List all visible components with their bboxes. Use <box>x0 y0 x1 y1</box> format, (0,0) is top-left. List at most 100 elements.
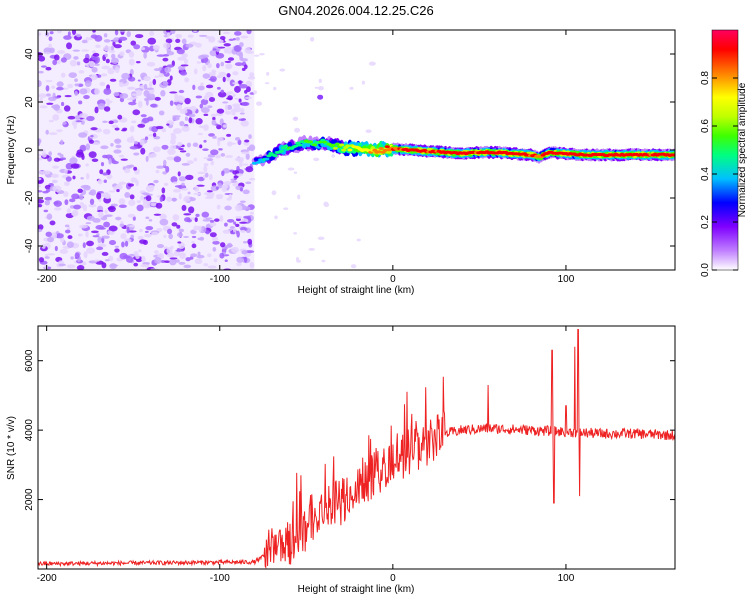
noise-blob <box>206 158 214 162</box>
noise-blob <box>127 76 136 82</box>
noise-blob <box>183 235 189 238</box>
noise-blob <box>197 251 201 256</box>
noise-blob <box>169 75 173 81</box>
noise-blob <box>125 165 133 169</box>
noise-blob <box>71 193 80 200</box>
noise-blob <box>91 66 98 73</box>
noise-blob <box>128 51 135 58</box>
noise-blob <box>145 87 154 90</box>
noise-blob <box>210 149 219 156</box>
noise-blob <box>198 34 208 37</box>
noise-blob <box>101 251 109 256</box>
frequency-ridge <box>251 94 675 167</box>
noise-blob <box>92 50 96 54</box>
noise-blob <box>125 256 134 263</box>
noise-blob <box>75 120 83 123</box>
noise-blob <box>167 228 173 235</box>
noise-blob <box>232 93 236 98</box>
noise-blob <box>102 154 108 159</box>
noise-blob <box>240 120 249 127</box>
noise-blob <box>216 204 221 210</box>
noise-blob <box>38 224 44 231</box>
noise-blob <box>283 207 289 211</box>
noise-blob <box>75 151 85 158</box>
ridge-segment <box>384 145 390 149</box>
noise-blob <box>108 158 112 165</box>
noise-blob <box>124 192 131 198</box>
noise-blob <box>38 70 44 74</box>
noise-blob <box>210 113 217 117</box>
noise-blob <box>246 30 252 35</box>
noise-blob <box>69 198 76 203</box>
noise-blob <box>63 105 71 112</box>
noise-blob <box>183 58 189 65</box>
noise-blob <box>178 193 182 200</box>
noise-blob <box>152 78 157 86</box>
noise-blob <box>226 63 232 69</box>
noise-blob <box>180 64 189 67</box>
ridge-segment <box>345 144 351 148</box>
noise-blob <box>227 95 233 101</box>
noise-blob <box>104 53 108 58</box>
noise-blob <box>79 113 88 119</box>
noise-blob <box>153 213 162 216</box>
noise-blob <box>101 65 111 70</box>
noise-blob <box>118 154 125 158</box>
noise-blob <box>85 172 90 180</box>
noise-blob <box>79 224 88 229</box>
noise-blob <box>119 93 129 99</box>
noise-blob <box>86 115 95 122</box>
noise-blob <box>169 91 178 94</box>
noise-blob <box>88 191 94 195</box>
ridge-segment <box>330 144 336 148</box>
noise-blob <box>91 158 99 162</box>
ridge-segment <box>332 146 338 150</box>
noise-blob <box>293 171 298 174</box>
noise-blob <box>126 137 135 143</box>
noise-blob <box>206 190 213 193</box>
noise-blob <box>57 152 62 156</box>
noise-blob <box>133 262 139 267</box>
noise-blob <box>216 124 222 130</box>
noise-blob <box>248 144 256 152</box>
noise-blob <box>239 112 245 115</box>
noise-blob <box>234 204 243 212</box>
noise-blob <box>323 201 329 207</box>
noise-blob <box>65 162 73 170</box>
noise-blob <box>149 30 155 36</box>
noise-blob <box>56 30 62 34</box>
noise-blob <box>93 259 100 262</box>
noise-blob <box>253 90 257 95</box>
ridge-segment <box>382 148 388 152</box>
noise-blob <box>293 232 298 235</box>
noise-blob <box>137 235 144 240</box>
noise-blob <box>205 230 210 235</box>
noise-blob <box>128 101 137 106</box>
noise-blob <box>185 257 191 262</box>
noise-blob <box>242 163 249 166</box>
noise-blob <box>45 231 52 237</box>
noise-blob <box>200 82 204 86</box>
noise-blob <box>238 52 244 59</box>
noise-blob <box>174 92 179 100</box>
noise-blob <box>38 153 42 157</box>
noise-blob <box>139 239 147 244</box>
noise-blob <box>368 61 376 66</box>
noise-blob <box>297 194 301 200</box>
noise-blob <box>208 97 216 102</box>
noise-blob <box>180 71 188 76</box>
noise-blob <box>264 82 270 85</box>
noise-blob <box>350 264 357 269</box>
noise-blob <box>144 136 149 141</box>
noise-blob <box>108 190 116 193</box>
noise-blob <box>59 248 69 255</box>
noise-blob <box>197 176 205 182</box>
noise-blob <box>44 264 49 270</box>
noise-blob <box>239 200 246 204</box>
noise-blob <box>85 143 91 151</box>
noise-blob <box>209 49 218 57</box>
noise-blob <box>56 81 64 88</box>
noise-blob <box>44 196 52 201</box>
noise-blob <box>228 38 235 42</box>
noise-blob <box>202 64 207 72</box>
